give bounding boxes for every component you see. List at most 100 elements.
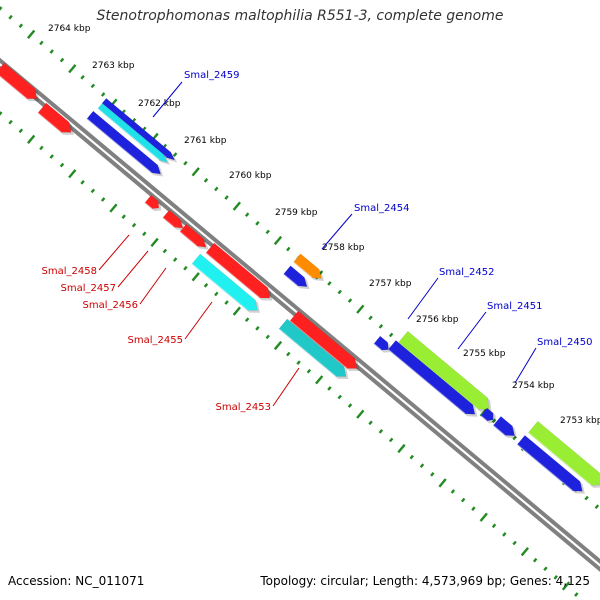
gene-smal-2458[interactable] [144,194,160,209]
blue-2450-highlight [516,444,573,492]
gene-label-smal-2453[interactable]: Smal_2453 [216,402,271,413]
gene-blue-2459b[interactable] [86,110,161,175]
gene-smal-2453-red[interactable] [289,310,358,369]
smal-2450-highlight [527,432,592,486]
gene-blue-2454[interactable] [283,265,308,287]
inner-ring-tick [532,557,538,563]
gene-smal-2450[interactable] [527,420,600,486]
gene-blue-x2[interactable] [492,416,515,437]
inner-ring-tick [59,162,65,168]
map-title: Stenotrophomonas maltophilia R551-3, com… [96,8,504,24]
kbp-label-2763: 2763 kbp [92,61,135,71]
gene-smal-2459-cyan[interactable] [97,102,169,163]
inner-ring-tick [224,300,229,305]
gene-label-smal-2457[interactable]: Smal_2457 [61,283,116,294]
inner-ring-tick [471,506,476,511]
smal-2456-highlight [179,231,198,247]
inner-ring-tick [265,334,270,340]
kbp-label-2757: 2757 kbp [369,279,412,289]
outer-ring-tick [347,298,353,303]
inner-ring-tick [80,179,85,185]
accession-text: Accession: NC_011071 [8,574,145,588]
inner-ring-tick [172,257,178,262]
inner-ring-tick [27,134,36,144]
inner-ring-tick [397,443,406,454]
inner-ring-tick [574,592,579,597]
gene-blue-small[interactable] [373,335,389,351]
kbp-labels: 2764 kbp 2763 kbp 2762 kbp 2761 kbp 2760 kbp… [48,24,600,426]
gene-red-b[interactable] [37,102,72,133]
outer-ring-tick [337,289,342,295]
inner-ring-tick [131,222,137,228]
blue-2454-highlight [282,273,298,287]
inner-ring-tick [214,291,219,297]
kbp-label-2762: 2762 kbp [138,99,181,109]
inner-ring-tick [286,351,291,357]
gene-blue-x1[interactable] [480,407,494,422]
inner-ring-tick [121,214,126,219]
outer-ring-tick [191,167,200,177]
kbp-label-2756: 2756 kbp [416,315,459,325]
inner-ring-tick [512,540,517,546]
gene-smal-2455[interactable] [191,253,258,311]
red-a-highlight [0,75,28,100]
smal-2457-leader-line [117,250,149,288]
kbp-label-2755: 2755 kbp [463,349,506,359]
gene-label-smal-2458[interactable]: Smal_2458 [42,266,97,277]
inner-ring-tick [543,566,548,572]
inner-ring-tick [8,119,13,125]
gene-smal-2454[interactable] [293,253,322,279]
outer-ring-tick [68,64,77,74]
genome-stats-text: Topology: circular; Length: 4,573,969 bp… [260,574,590,588]
kbp-label-2760: 2760 kbp [229,171,272,181]
gene-label-smal-2454[interactable]: Smal_2454 [354,203,409,214]
gene-label-smal-2451[interactable]: Smal_2451 [487,301,542,312]
inner-ring-tick [419,463,425,469]
gene-label-smal-2456[interactable]: Smal_2456 [83,300,138,311]
kbp-label-2761: 2761 kbp [184,136,227,146]
smal-2453-leader-line [272,367,300,407]
gene-label-smal-2450[interactable]: Smal_2450 [537,337,592,348]
smal-2455-highlight [191,263,248,311]
smal-2455-red-highlight [205,252,261,299]
inner-ring-tick [100,197,106,202]
outer-ring-tick [388,332,394,338]
outer-ring-tick [368,315,373,321]
inner-ring-tick [520,546,530,557]
smal-2457-highlight [162,217,175,228]
outer-ring-tick [584,495,589,501]
gene-label-smal-2455[interactable]: Smal_2455 [128,335,183,346]
gene-blue-2450[interactable] [516,435,583,492]
outer-ring-tick [232,201,241,211]
gene-smal-2456[interactable] [179,223,207,248]
red-b-highlight [37,112,62,133]
inner-ring-tick [337,394,342,400]
gene-labels[interactable]: Smal_2459 Smal_2454 Smal_2452 Smal_2451 Smal… [42,70,593,413]
inner-ring-tick [0,111,3,116]
blue-x2-highlight [492,425,506,436]
gene-features[interactable] [0,62,600,494]
gene-red-a[interactable] [0,62,38,100]
outer-ring-tick [479,407,488,417]
outer-ring-tick [27,29,36,39]
gene-label-smal-2452[interactable]: Smal_2452 [439,267,494,278]
inner-ring-tick [255,325,260,331]
gene-blue-2452[interactable] [387,340,476,415]
inner-ring-tick [327,386,332,391]
blue-2459b-highlight [86,118,152,174]
gene-label-smal-2459[interactable]: Smal_2459 [184,70,239,81]
gene-smal-2453[interactable] [278,318,347,377]
outer-ring-tick [356,304,365,314]
inner-ring-tick [356,409,365,419]
outer-ring-tick [255,220,260,226]
inner-tick-ring [0,111,579,597]
inner-ring-tick [479,512,488,522]
gene-smal-2455-red[interactable] [205,242,271,299]
inner-ring-tick [306,368,312,374]
inner-ring-tick [244,317,250,323]
inner-ring-tick [368,420,373,426]
outer-ring-tick [378,324,384,329]
smal-2453-red-highlight [289,320,348,369]
gene-smal-2457[interactable] [162,209,184,229]
